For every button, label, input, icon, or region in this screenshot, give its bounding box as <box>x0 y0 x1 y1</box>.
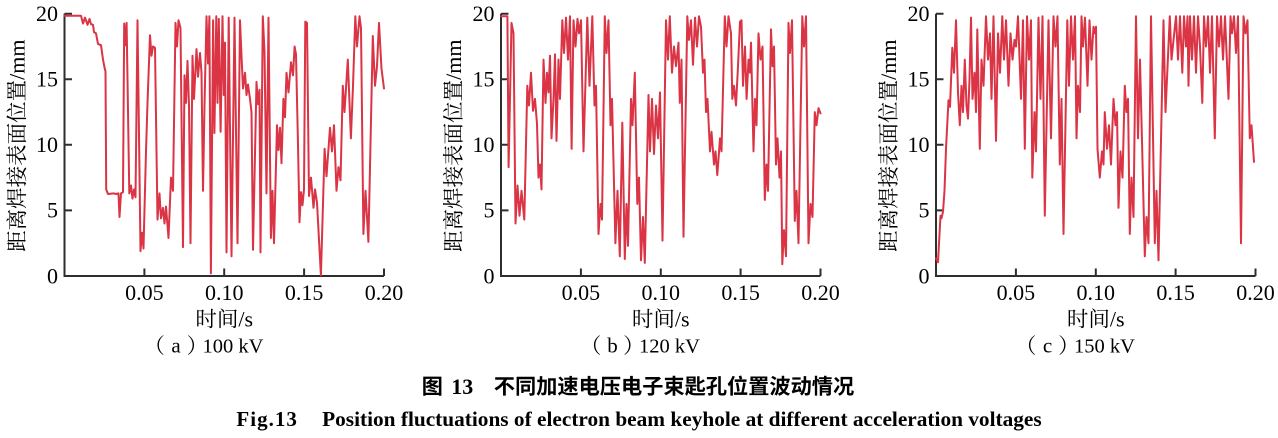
svg-text:0.05: 0.05 <box>125 280 164 305</box>
svg-text:15: 15 <box>36 67 58 92</box>
svg-text:0: 0 <box>47 263 58 288</box>
svg-text:0: 0 <box>484 263 495 288</box>
svg-text:0.20: 0.20 <box>365 280 404 305</box>
svg-text:0.05: 0.05 <box>562 280 601 305</box>
svg-text:5: 5 <box>919 198 930 223</box>
svg-text:Position fluctuations of elect: Position fluctuations of electron beam k… <box>322 407 1042 431</box>
svg-text:10: 10 <box>473 132 495 157</box>
svg-text:a: a <box>171 334 181 358</box>
svg-text:5: 5 <box>47 198 58 223</box>
svg-text:20: 20 <box>473 1 495 26</box>
svg-text:100 kV: 100 kV <box>203 336 264 358</box>
svg-text:0.15: 0.15 <box>721 280 760 305</box>
svg-text:15: 15 <box>473 67 495 92</box>
svg-text:b: b <box>607 334 618 358</box>
svg-text:0.20: 0.20 <box>801 280 840 305</box>
svg-text:13: 13 <box>451 374 473 399</box>
svg-text:5: 5 <box>484 198 495 223</box>
svg-text:/s: /s <box>238 307 253 332</box>
svg-text:20: 20 <box>36 1 58 26</box>
svg-text:15: 15 <box>908 67 930 92</box>
svg-text:20: 20 <box>908 1 930 26</box>
svg-text:/s: /s <box>1110 307 1125 332</box>
svg-text:/mm: /mm <box>876 40 901 80</box>
svg-text:/mm: /mm <box>5 40 30 80</box>
svg-text:/s: /s <box>675 307 690 332</box>
svg-text:0: 0 <box>919 263 930 288</box>
svg-text:0.15: 0.15 <box>285 280 324 305</box>
svg-text:120 kV: 120 kV <box>639 336 700 358</box>
svg-text:10: 10 <box>36 132 58 157</box>
svg-text:0.05: 0.05 <box>997 280 1036 305</box>
svg-text:10: 10 <box>908 132 930 157</box>
svg-text:0.10: 0.10 <box>205 280 244 305</box>
svg-text:0.15: 0.15 <box>1156 280 1195 305</box>
svg-text:150 kV: 150 kV <box>1074 336 1135 358</box>
svg-text:Fig.13: Fig.13 <box>236 407 297 431</box>
svg-text:0.10: 0.10 <box>642 280 681 305</box>
svg-text:0.10: 0.10 <box>1077 280 1116 305</box>
svg-text:0.20: 0.20 <box>1236 280 1275 305</box>
svg-text:/mm: /mm <box>441 40 466 80</box>
svg-text:c: c <box>1043 334 1052 358</box>
